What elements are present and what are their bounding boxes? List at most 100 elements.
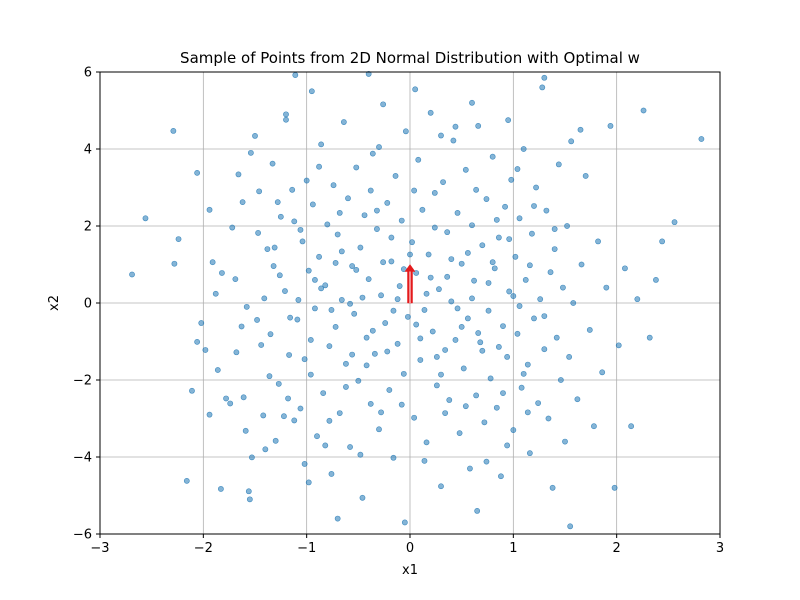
scatter-point [487, 375, 494, 382]
scatter-point [591, 423, 597, 430]
x-tick-label: −3 [90, 541, 109, 556]
y-tick-label: 0 [84, 297, 92, 312]
scatter-point [390, 307, 397, 314]
scatter-point [242, 427, 249, 434]
scatter-point [460, 365, 467, 372]
scatter-point [297, 405, 304, 412]
scatter-point [493, 404, 500, 411]
x-axis-label: x1 [402, 563, 418, 578]
scatter-point [281, 413, 287, 420]
scatter-point [505, 117, 512, 124]
y-tick-label: −6 [73, 528, 92, 543]
scatter-point [219, 270, 225, 276]
scatter-point [423, 290, 430, 297]
scatter-point [462, 403, 469, 410]
scatter-point [458, 260, 465, 267]
scatter-points [129, 71, 705, 530]
scatter-point [272, 437, 279, 444]
scatter-point [212, 290, 219, 297]
scatter-point [659, 238, 666, 245]
scatter-point [452, 123, 459, 130]
scatter-point [345, 195, 351, 202]
scatter-point [450, 137, 457, 144]
scatter-point [640, 107, 647, 114]
scatter-point [512, 253, 519, 260]
scatter-point [442, 347, 449, 353]
scatter-point [516, 303, 523, 309]
scatter-point [582, 173, 589, 179]
scatter-point [238, 323, 245, 330]
scatter-point [359, 294, 366, 301]
scatter-point [474, 507, 481, 514]
scatter-point [477, 339, 484, 346]
x-ticks: −3 −2 −1 0 1 2 3 [90, 534, 724, 556]
scatter-point [390, 454, 397, 461]
scatter-point [194, 338, 201, 345]
scatter-point [514, 330, 521, 337]
scatter-point [369, 327, 376, 334]
scatter-point [440, 179, 446, 186]
scatter-point [510, 427, 517, 433]
scatter-point [553, 334, 560, 341]
scatter-point [500, 323, 506, 329]
scatter-point [347, 444, 353, 450]
scatter-point [291, 417, 298, 424]
scatter-point [332, 323, 339, 330]
scatter-point [305, 267, 312, 274]
scatter-point [504, 442, 511, 449]
scatter-point [326, 343, 333, 350]
scatter-point [464, 250, 471, 256]
scatter-point [506, 236, 513, 242]
scatter-point [255, 230, 261, 236]
y-tick-label: 6 [84, 66, 92, 81]
scatter-point [471, 277, 477, 284]
scatter-point [214, 367, 221, 373]
scatter-point [485, 280, 492, 286]
scatter-point [448, 298, 455, 305]
scatter-point [303, 177, 310, 184]
scatter-point [314, 433, 320, 440]
scatter-point [374, 207, 380, 214]
scatter-point [338, 248, 345, 255]
scatter-point [367, 400, 374, 407]
scatter-point [274, 199, 281, 206]
scatter-point [384, 199, 391, 206]
scatter-point [464, 315, 471, 322]
scatter-point [322, 442, 329, 449]
scatter-point [485, 307, 492, 314]
scatter-point [378, 409, 384, 416]
scatter-point [577, 126, 584, 133]
scatter-point [378, 292, 384, 299]
y-tick-label: −4 [73, 451, 92, 466]
scatter-point [380, 259, 387, 266]
y-tick-label: −2 [73, 374, 92, 389]
scatter-point [299, 238, 306, 245]
scatter-point [535, 400, 542, 406]
scatter-point [456, 430, 463, 437]
scatter-point [347, 300, 353, 307]
y-axis-label: x2 [47, 295, 62, 311]
scatter-point [235, 171, 242, 178]
scatter-point [334, 231, 341, 238]
scatter-point [433, 382, 440, 389]
scatter-point [483, 196, 490, 202]
scatter-point [386, 387, 393, 393]
scatter-point [388, 234, 395, 241]
x-tick-label: 1 [509, 541, 517, 556]
scatter-point [607, 123, 614, 129]
scatter-point [363, 362, 370, 369]
scatter-point [555, 161, 562, 168]
scatter-point [369, 150, 376, 157]
scatter-point [495, 234, 502, 241]
scatter-point [355, 377, 362, 384]
scatter-point [286, 352, 292, 358]
scatter-point [351, 310, 358, 317]
scatter-point [524, 361, 531, 368]
scatter-point [646, 334, 653, 341]
scatter-point [491, 265, 498, 272]
scatter-point [504, 353, 511, 360]
scatter-point [217, 486, 224, 492]
scatter-point [326, 417, 333, 424]
scatter-point [289, 186, 296, 193]
scatter-point [444, 273, 451, 280]
